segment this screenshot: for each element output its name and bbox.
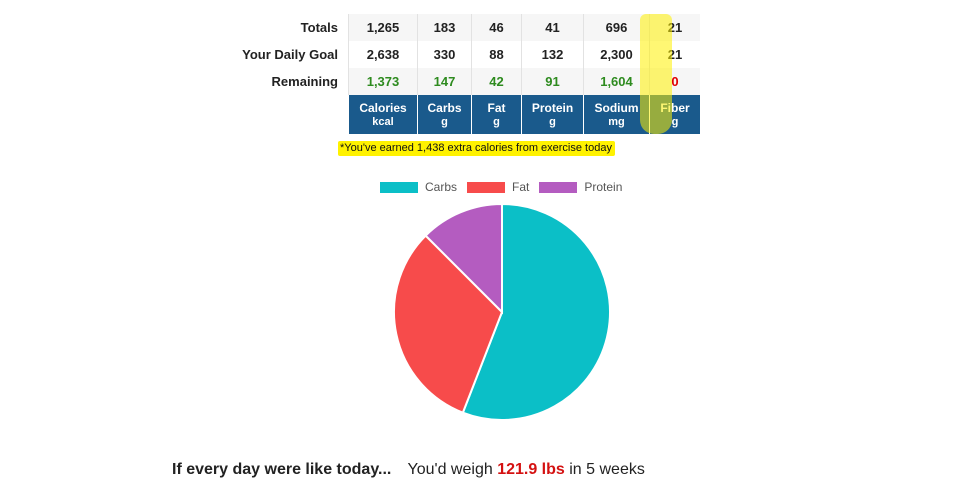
totals-row: Totals 1,265 183 46 41 696 21 (168, 14, 700, 41)
header-calories: Calories kcal (348, 95, 418, 134)
projection-suffix: in 5 weeks (569, 461, 645, 478)
legend-label-fat: Fat (512, 180, 530, 194)
goal-fiber: 21 (649, 41, 700, 68)
row-label-remaining: Remaining (271, 74, 338, 89)
header-carbs-name: Carbs (427, 100, 462, 115)
totals-fat: 46 (471, 14, 522, 41)
header-fiber-unit: g (671, 115, 679, 128)
header-protein-name: Protein (531, 100, 574, 115)
projection-lead: If every day were like today... (172, 461, 392, 478)
legend-label-carbs: Carbs (425, 180, 458, 194)
projected-weight: 121.9 lbs (497, 461, 565, 478)
macro-pie-chart (393, 202, 611, 421)
header-protein: Protein g (521, 95, 584, 134)
legend-item-protein[interactable]: Protein (539, 180, 622, 194)
remaining-fat: 42 (471, 68, 522, 95)
header-calories-name: Calories (359, 100, 407, 115)
nutrition-summary-table: Totals 1,265 183 46 41 696 21 Your Daily… (168, 14, 700, 134)
legend-swatch-protein (539, 181, 578, 193)
exercise-calories-note: *You've earned 1,438 extra calories from… (338, 141, 615, 156)
legend-label-protein: Protein (584, 180, 623, 194)
header-protein-unit: g (549, 115, 556, 128)
header-fat: Fat g (471, 95, 522, 134)
remaining-calories: 1,373 (348, 68, 418, 95)
remaining-fiber: 0 (649, 68, 700, 95)
weight-projection: If every day were like today... You'd we… (172, 461, 645, 479)
header-fiber: Fiber g (649, 95, 700, 134)
goal-carbs: 330 (417, 41, 472, 68)
goal-protein: 132 (521, 41, 584, 68)
header-sodium-unit: mg (608, 115, 625, 128)
header-fiber-name: Fiber (660, 100, 690, 115)
projection-prefix: You'd weigh (407, 461, 493, 478)
legend-swatch-fat (467, 181, 506, 193)
legend-item-carbs[interactable]: Carbs (380, 180, 457, 194)
totals-sodium: 696 (583, 14, 650, 41)
goal-calories: 2,638 (348, 41, 418, 68)
header-sodium-name: Sodium (594, 100, 639, 115)
remaining-carbs: 147 (417, 68, 472, 95)
header-sodium: Sodium mg (583, 95, 650, 134)
header-carbs: Carbs g (417, 95, 472, 134)
row-label-totals: Totals (300, 20, 338, 35)
remaining-row: Remaining 1,373 147 42 91 1,604 0 (168, 68, 700, 95)
remaining-sodium: 1,604 (583, 68, 650, 95)
totals-fiber: 21 (649, 14, 700, 41)
header-fat-name: Fat (487, 100, 506, 115)
header-fat-unit: g (493, 115, 500, 128)
remaining-protein: 91 (521, 68, 584, 95)
chart-legend: Carbs Fat Protein (380, 180, 632, 194)
goal-fat: 88 (471, 41, 522, 68)
legend-item-fat[interactable]: Fat (467, 180, 529, 194)
goal-sodium: 2,300 (583, 41, 650, 68)
legend-swatch-carbs (380, 181, 418, 193)
pie-slice-protein[interactable] (424, 202, 503, 315)
nutrient-header-row: Calories kcal Carbs g Fat g Protein g Sodium… (168, 95, 700, 134)
pie-slice-carbs[interactable] (461, 202, 611, 421)
totals-protein: 41 (521, 14, 584, 41)
pie-slice-fat[interactable] (393, 234, 504, 414)
totals-carbs: 183 (417, 14, 472, 41)
header-calories-unit: kcal (372, 115, 394, 128)
row-label-goal: Your Daily Goal (242, 47, 338, 62)
totals-calories: 1,265 (348, 14, 418, 41)
header-carbs-unit: g (441, 115, 448, 128)
daily-goal-row: Your Daily Goal 2,638 330 88 132 2,300 2… (168, 41, 700, 68)
